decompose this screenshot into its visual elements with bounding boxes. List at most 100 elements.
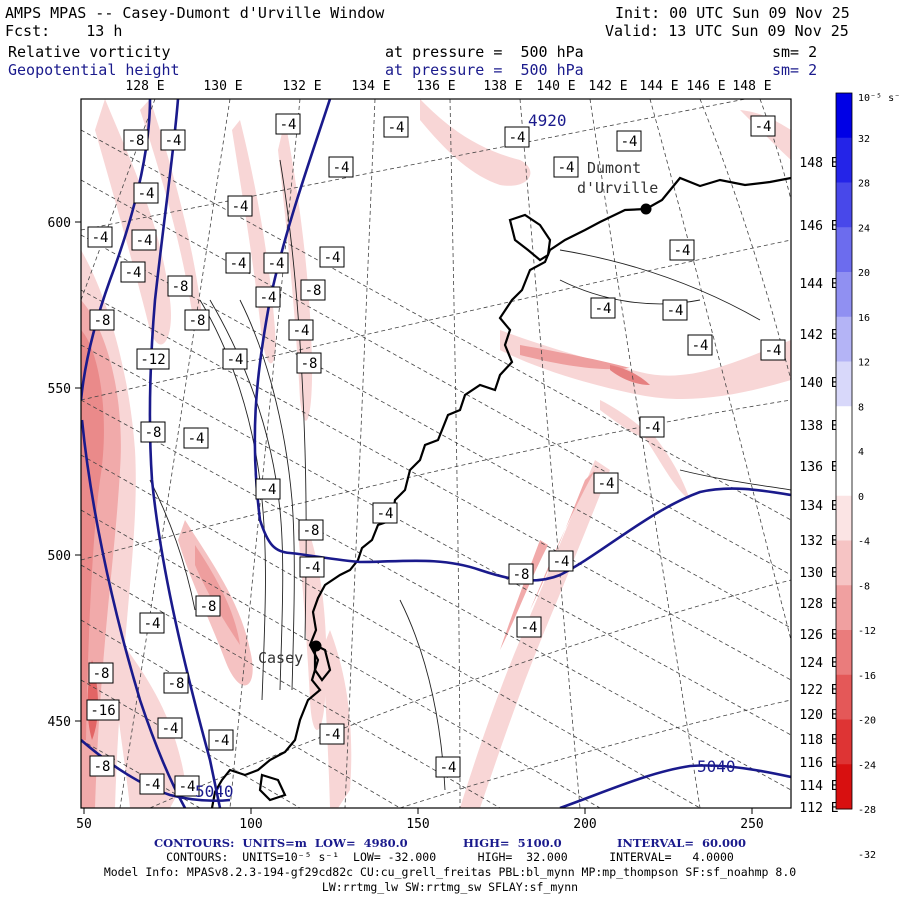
colorbar-swatch [836,93,852,139]
colorbar-tick-label: -16 [858,671,876,682]
top-lon-label: 148 E [732,79,771,94]
right-lon-label: 114 E [799,779,838,794]
y-tick-label: 600 [48,216,71,231]
colorbar-swatches [836,93,852,810]
top-lon-label: 140 E [536,79,575,94]
colorbar-tick-label: 16 [858,313,870,324]
right-lon-label: 148 E [799,156,838,171]
right-lon-label: 118 E [799,733,838,748]
colorbar-swatch [836,674,852,720]
vort-label: -4 [521,620,538,636]
field1-name: Relative vorticity [8,43,171,61]
x-tick-label: 150 [406,817,429,832]
right-lon-label: 120 E [799,708,838,723]
contour-labels: -8 -4 -4 -4 -4 -4 -4 -4 -4 -4 -4 -4 -4 -… [86,111,786,801]
footer-height-b: HIGH= 5100.0 [463,836,562,850]
vort-label: -4 [165,133,182,149]
vort-label: -4 [293,323,310,339]
top-lon-label: 132 E [282,79,321,94]
bottom-x-axis: 50 100 150 200 250 [76,808,764,832]
x-tick-label: 250 [740,817,763,832]
left-y-axis: 600 550 500 450 [48,216,81,730]
vort-label: -4 [667,303,684,319]
top-lon-label: 128 E [125,79,164,94]
right-lon-label: 122 E [799,683,838,698]
vort-label: -4 [179,779,196,795]
colorbar-swatch [836,451,852,497]
right-lon-label: 136 E [799,460,838,475]
colorbar-swatch [836,316,852,362]
vort-label: -12 [140,352,165,368]
vort-label: -4 [595,301,612,317]
right-lon-label: 146 E [799,219,838,234]
top-longitude-axis: 128 E 130 E 132 E 134 E 136 E 138 E 140 … [125,79,771,94]
footer-height-contours: CONTOURS: UNITS=m LOW= 4980.0 HIGH= 5100… [0,837,900,850]
vort-label: -4 [144,616,161,632]
vort-label: -4 [644,420,661,436]
vort-label: -8 [145,425,162,441]
right-lon-label: 112 E [799,801,838,816]
right-longitude-axis: 148 E 146 E 144 E 142 E 140 E 138 E 136 … [799,156,838,816]
y-tick-label: 550 [48,382,71,397]
vort-label: -8 [94,313,111,329]
vort-label: -4 [92,230,109,246]
init-time: Init: 00 UTC Sun 09 Nov 25 [615,4,850,22]
coastline [210,176,791,808]
y-tick-label: 450 [48,715,71,730]
colorbar-labels: 32 28 24 20 16 12 8 4 0 -4 -8 -12 -16 -20 -24 -28 -32 [858,134,876,861]
vort-label: -4 [232,199,249,215]
colorbar-tick-label: -28 [858,805,876,816]
vort-label: -4 [324,250,341,266]
right-lon-label: 144 E [799,277,838,292]
right-lon-label: 134 E [799,499,838,514]
vort-label: -4 [260,290,277,306]
vort-label: -4 [388,120,405,136]
top-lon-label: 138 E [483,79,522,94]
height-label-4920: 4920 [528,111,567,130]
colorbar-swatch [836,719,852,765]
field2-level: at pressure = 500 hPa [385,61,584,79]
vort-label: -4 [162,721,179,737]
colorbar-tick-label: 4 [858,447,864,458]
vort-label: -8 [305,283,322,299]
vort-label: -8 [168,676,185,692]
colorbar-tick-label: 0 [858,492,864,503]
dumont-durville-station-marker [640,203,652,215]
plot-frame [80,98,792,809]
right-lon-label: 138 E [799,419,838,434]
vort-label: -4 [755,119,772,135]
colorbar-swatch [836,182,852,228]
vort-label: -8 [93,666,110,682]
right-lon-label: 130 E [799,566,838,581]
footer-vort-contours: CONTOURS: UNITS=10⁻⁵ s⁻¹ LOW= -32.000 HI… [166,850,734,864]
vort-label: -16 [90,703,115,719]
y-tick-label: 500 [48,549,71,564]
colorbar-swatch [836,272,852,318]
top-lon-label: 142 E [588,79,627,94]
valid-time: Valid: 13 UTC Sun 09 Nov 25 [605,22,849,40]
vort-label: -4 [136,233,153,249]
vort-label: -4 [227,352,244,368]
colorbar-tick-label: 8 [858,402,864,413]
colorbar-tick-label: -4 [858,537,870,548]
vort-label: -4 [188,431,205,447]
forecast-label: Fcst: 13 h [5,22,122,40]
colorbar-tick-label: -24 [858,760,876,771]
colorbar-swatch [836,495,852,541]
colorbar-swatch [836,361,852,407]
footer-model-info: Model Info: MPASv8.2.3-194-gf29cd82c CU:… [103,865,797,879]
colorbar-swatch [836,585,852,631]
vort-label: -4 [440,760,457,776]
colorbar-tick-label: 20 [858,268,870,279]
colorbar-unit: 10⁻⁵ s⁻¹ [858,93,900,104]
right-lon-label: 128 E [799,597,838,612]
field2-name: Geopotential height [8,61,180,79]
vort-label: -4 [144,777,161,793]
colorbar-tick-label: -8 [858,581,870,592]
colorbar-tick-label: 28 [858,179,870,190]
map-title: AMPS MPAS -- Casey-Dumont d'Urville Wind… [5,4,385,22]
field1-level: at pressure = 500 hPa [385,43,584,61]
vort-label: -4 [765,343,782,359]
dumont-label-line2: d'Urville [577,179,658,197]
vort-label: -4 [377,506,394,522]
